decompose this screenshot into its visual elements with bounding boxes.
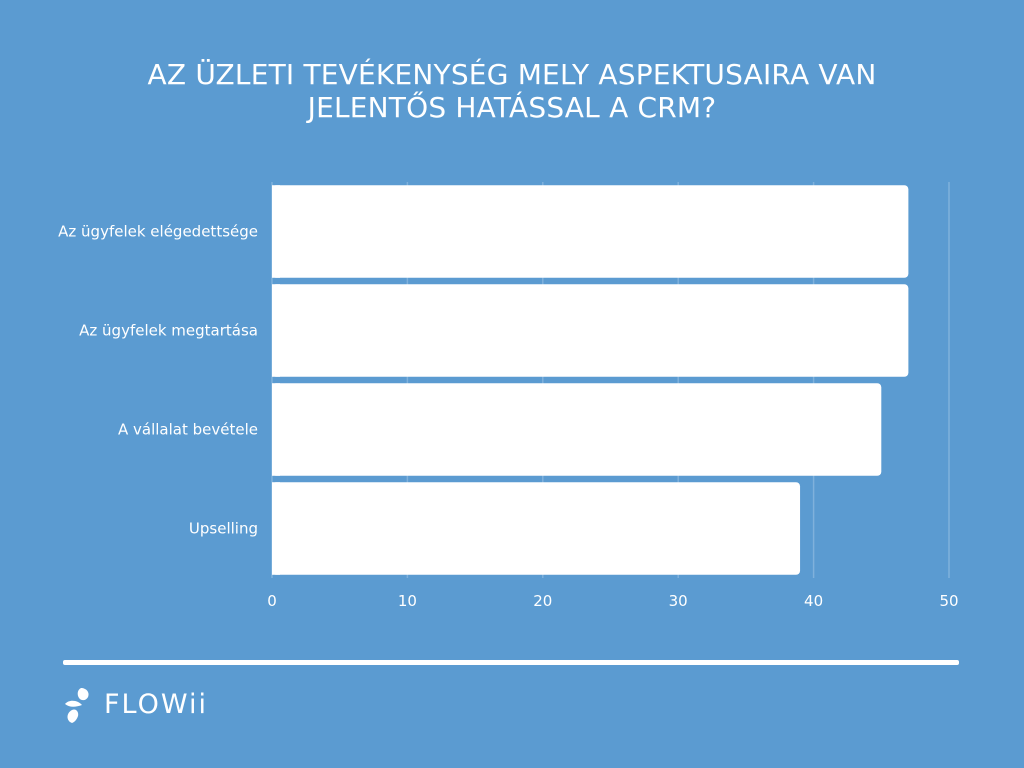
x-tick-label-10: 10	[398, 592, 417, 610]
bar-1-base	[272, 185, 280, 278]
flowii-logo: FLOWii	[62, 685, 208, 725]
x-tick-label-30: 30	[669, 592, 688, 610]
x-axis-tick-labels: 0 10 20 30 40 50	[267, 592, 958, 610]
bar-4	[272, 482, 801, 575]
chart-title-line-2: JELENTŐS HATÁSSAL A CRM?	[307, 91, 717, 124]
footer-divider	[63, 660, 959, 665]
flowii-droplets-icon	[65, 688, 89, 723]
bar-2	[272, 284, 909, 377]
x-tick-label-20: 20	[533, 592, 552, 610]
chart-title: AZ ÜZLETI TEVÉKENYSÉG MELY ASPEKTUSAIRA …	[0, 58, 1024, 124]
bars	[272, 185, 909, 575]
bar-3-base	[272, 383, 280, 476]
brand-name: FLOWii	[104, 689, 208, 720]
category-labels: Az ügyfelek elégedettsége Az ügyfelek meg…	[58, 223, 258, 538]
chart-title-line-1: AZ ÜZLETI TEVÉKENYSÉG MELY ASPEKTUSAIRA …	[147, 58, 877, 91]
bar-2-base	[272, 284, 280, 377]
x-tick-label-50: 50	[939, 592, 958, 610]
x-tick-label-40: 40	[804, 592, 823, 610]
bar-3	[272, 383, 882, 476]
category-label-4: Upselling	[189, 520, 258, 538]
bar-4-base	[272, 482, 280, 575]
x-tick-label-0: 0	[267, 592, 277, 610]
category-label-3: A vállalat bevétele	[118, 421, 258, 439]
category-label-2: Az ügyfelek megtartása	[79, 322, 258, 340]
bar-1	[272, 185, 909, 278]
category-label-1: Az ügyfelek elégedettsége	[58, 223, 258, 241]
